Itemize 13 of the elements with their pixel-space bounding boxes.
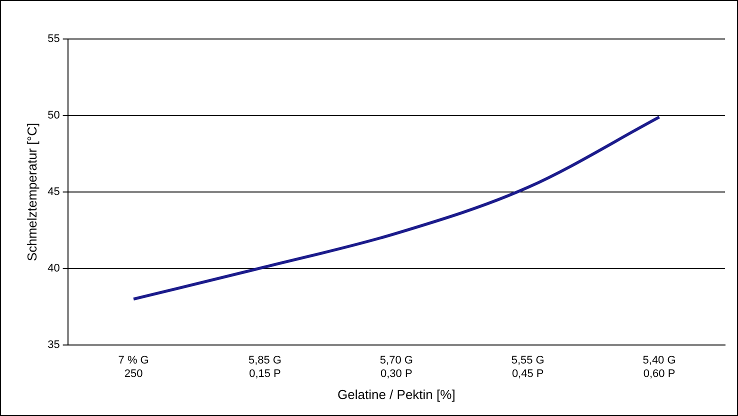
line-series bbox=[132, 116, 661, 301]
x-tick-label: 5,70 G 0,30 P bbox=[380, 354, 413, 380]
x-axis-title: Gelatine / Pektin [%] bbox=[338, 386, 456, 402]
y-tick-label: 35 bbox=[48, 339, 60, 352]
x-tick-label: 5,40 G 0,60 P bbox=[642, 354, 676, 380]
x-tick-label: 5,55 G 0,45 P bbox=[511, 354, 544, 380]
y-tick-label: 50 bbox=[48, 110, 60, 122]
y-tick-label: 40 bbox=[48, 262, 60, 275]
x-tick-label: 7 % G 250 bbox=[118, 354, 149, 380]
y-tick-label: 45 bbox=[48, 186, 60, 198]
y-axis-title: Schmelztemperatur [°C] bbox=[24, 122, 40, 262]
y-tick-label: 55 bbox=[48, 33, 60, 46]
x-tick-label: 5,85 G 0,15 P bbox=[248, 354, 282, 380]
